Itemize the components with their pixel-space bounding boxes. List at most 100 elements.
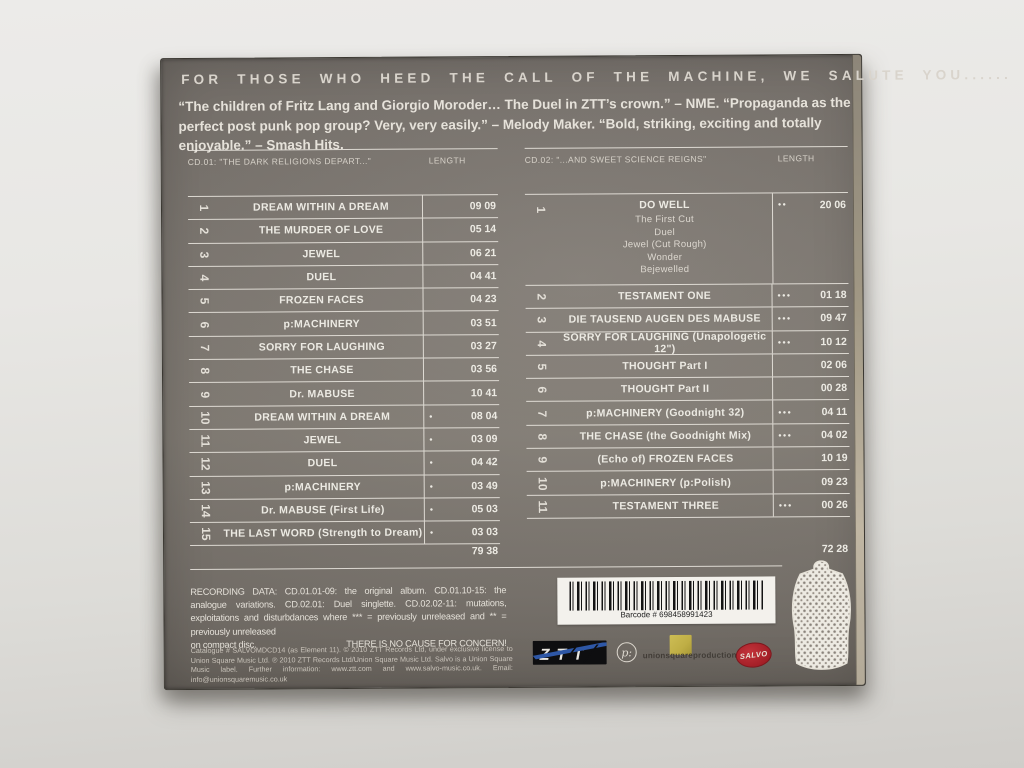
track-length: 00 26 (821, 498, 848, 511)
track-row: 1 DO WELL The First Cut Duel Jewel (Cut Roug… (524, 191, 849, 285)
track-row: 1 DREAM WITHIN A DREAM 09 09 (187, 194, 499, 220)
length-cell: 04 23 (422, 288, 499, 312)
unreleased-dots: ••• (777, 337, 792, 348)
track-title: THOUGHT Part II (620, 383, 710, 396)
track-row: 8 THE CHASE (the Goodnight Mix) ••• 04 02 (526, 422, 850, 448)
track-row: 15 THE LAST WORD (Strength to Dream) • 03 0… (189, 520, 501, 546)
track-title: THE CHASE (the Goodnight Mix) (579, 429, 752, 443)
barcode: Barcode # 698458991423 (557, 576, 776, 625)
track-title: JEWEL (303, 434, 342, 447)
track-row: 6 p:MACHINERY 03 51 (188, 310, 499, 336)
track-row: 13 p:MACHINERY • 03 49 (189, 473, 500, 499)
track-row: 3 DIE TAUSEND AUGEN DES MABUSE ••• 09 47 (525, 306, 849, 332)
unreleased-dots: ••• (778, 500, 793, 511)
length-cell: 02 06 (771, 353, 850, 377)
track-length: 03 27 (470, 340, 497, 353)
track-length: 10 41 (470, 386, 498, 399)
track-length: 05 14 (469, 223, 497, 236)
unreleased-dots: ••• (777, 290, 792, 301)
track-length: 04 11 (821, 405, 848, 418)
track-length: 09 23 (821, 475, 848, 488)
track-length: 04 42 (471, 456, 498, 469)
length-cell: 00 28 (772, 377, 850, 400)
track-length: 04 02 (821, 428, 848, 442)
track-row: 11 TESTAMENT THREE ••• 00 26 (526, 492, 850, 518)
track-title: THE CHASE (290, 364, 354, 377)
track-row: 2 THE MURDER OF LOVE 05 14 (188, 217, 499, 243)
unreleased-dots: • (429, 504, 435, 515)
track-title: DUEL (307, 457, 338, 470)
track-length: 10 12 (820, 335, 847, 348)
length-cell: • 08 04 (423, 404, 500, 428)
track-row: 6 THOUGHT Part II 00 28 (526, 376, 850, 402)
length-cell: • 03 03 (423, 521, 501, 544)
track-title: p:MACHINERY (p:Polish) (600, 476, 732, 489)
subtrack-title: Bejewelled (640, 263, 690, 276)
disc2-title: CD.02: "...AND SWEET SCIENCE REIGNS" (524, 153, 707, 165)
unreleased-dots: ••• (778, 406, 793, 418)
track-title: DREAM WITHIN A DREAM (254, 410, 391, 424)
track-length: 05 03 (471, 503, 498, 516)
track-row: 7 p:MACHINERY (Goodnight 32) ••• 04 11 (526, 399, 850, 425)
length-cell: 10 41 (423, 381, 500, 405)
track-length: 02 06 (820, 358, 848, 372)
disc2-rows: 1 DO WELL The First Cut Duel Jewel (Cut Roug… (524, 191, 850, 519)
length-cell: ••• 01 18 (771, 283, 849, 307)
track-length: 10 19 (821, 452, 848, 465)
barcode-bars-icon (569, 580, 764, 611)
length-cell: • 03 49 (423, 474, 500, 498)
disc1-tracklist-panel: CD.01: "THE DARK RELIGIONS DEPART..." LE… (187, 148, 501, 557)
track-title: p:MACHINERY (Goodnight 32) (586, 406, 745, 420)
recording-data-text: RECORDING DATA: CD.01.01-09: the origina… (190, 585, 507, 637)
track-number: 1 (533, 206, 549, 214)
track-length: 06 21 (469, 246, 497, 259)
salute-headline: FOR THOSE WHO HEED THE CALL OF THE MACHI… (181, 66, 1013, 88)
track-row: 12 DUEL • 04 42 (189, 450, 500, 476)
recording-data-note: RECORDING DATA: CD.01.01-09: the origina… (190, 584, 506, 652)
track-title: DREAM WITHIN A DREAM (253, 200, 389, 214)
track-row: 10 DREAM WITHIN A DREAM • 08 04 (189, 403, 500, 429)
unreleased-dots: • (429, 434, 435, 445)
track-row: 14 Dr. MABUSE (First Life) • 05 03 (189, 496, 500, 523)
track-title: SORRY FOR LAUGHING (Unapologetic 12") (563, 330, 767, 355)
track-length: 03 51 (470, 316, 497, 329)
disc2-header: CD.02: "...AND SWEET SCIENCE REIGNS" LEN… (524, 145, 848, 194)
length-cell: 06 21 (422, 241, 499, 265)
length-cell: 10 19 (772, 447, 850, 470)
disc1-total-length: 79 38 (471, 545, 499, 558)
track-row: 10 p:MACHINERY (p:Polish) 09 23 (526, 469, 850, 495)
track-length: 00 28 (820, 382, 848, 395)
track-length: 20 06 (819, 198, 847, 212)
length-cell: 03 56 (422, 358, 500, 381)
track-title: p:MACHINERY (284, 480, 361, 494)
length-cell: • 04 42 (423, 451, 500, 475)
track-title: DUEL (306, 271, 337, 284)
disc1-length-label: LENGTH (428, 155, 466, 166)
footer-divider (190, 565, 783, 570)
disc1-title: CD.01: "THE DARK RELIGIONS DEPART..." (187, 155, 372, 167)
length-cell: •• 20 06 (771, 192, 849, 284)
subtrack-list: The First Cut Duel Jewel (Cut Rough) Wonder… (557, 213, 772, 277)
length-cell: • 03 09 (423, 428, 500, 451)
track-length: 03 49 (471, 479, 498, 492)
track-length: 01 18 (820, 289, 847, 302)
disc2-length-label: LENGTH (777, 153, 815, 164)
track-row: 4 DUEL 04 41 (188, 263, 499, 290)
track-row: 3 JEWEL 06 21 (188, 240, 499, 266)
track-title: (Echo of) FROZEN FACES (597, 452, 734, 466)
track-title: JEWEL (302, 247, 341, 261)
track-length: 03 56 (470, 363, 498, 376)
length-cell: 05 14 (422, 218, 499, 242)
unreleased-dots: • (429, 411, 434, 422)
disc2-tracklist-panel: CD.02: "...AND SWEET SCIENCE REIGNS" LEN… (524, 145, 850, 555)
track-title: SORRY FOR LAUGHING (258, 340, 385, 354)
track-length: 09 47 (820, 312, 847, 325)
unreleased-dots: ••• (777, 313, 792, 324)
length-cell: 03 27 (422, 334, 499, 358)
track-title: DO WELL The First Cut Duel Jewel (Cut Rough… (557, 193, 773, 277)
unreleased-dots: • (429, 481, 435, 492)
track-title: FROZEN FACES (279, 294, 364, 307)
track-length: 09 09 (469, 200, 497, 213)
track-title: THE LAST WORD (Strength to Dream) (223, 526, 423, 541)
